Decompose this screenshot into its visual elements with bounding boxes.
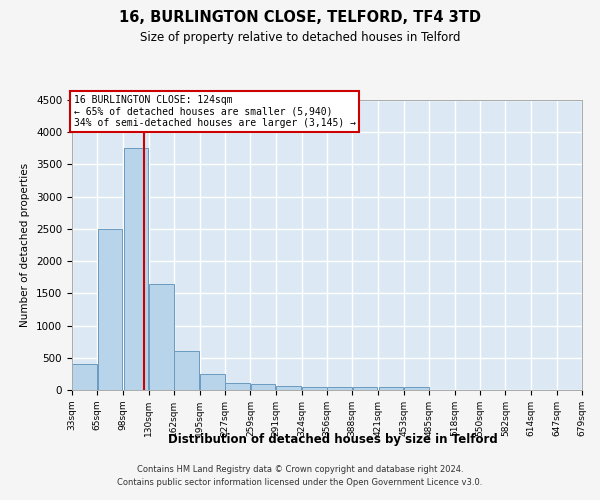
Bar: [149, 284, 173, 390]
Y-axis label: Number of detached properties: Number of detached properties: [20, 163, 31, 327]
Text: Distribution of detached houses by size in Telford: Distribution of detached houses by size …: [168, 432, 498, 446]
Bar: [404, 387, 428, 390]
Bar: [124, 148, 148, 390]
Bar: [353, 387, 377, 390]
Bar: [302, 387, 326, 390]
Text: 16 BURLINGTON CLOSE: 124sqm
← 65% of detached houses are smaller (5,940)
34% of : 16 BURLINGTON CLOSE: 124sqm ← 65% of det…: [74, 95, 356, 128]
Bar: [276, 386, 301, 390]
Bar: [174, 352, 199, 390]
Bar: [379, 387, 403, 390]
Bar: [226, 383, 250, 390]
Text: Contains HM Land Registry data © Crown copyright and database right 2024.: Contains HM Land Registry data © Crown c…: [137, 466, 463, 474]
Bar: [328, 387, 352, 390]
Bar: [73, 364, 97, 390]
Bar: [200, 374, 225, 390]
Text: Contains public sector information licensed under the Open Government Licence v3: Contains public sector information licen…: [118, 478, 482, 487]
Bar: [98, 229, 122, 390]
Text: Size of property relative to detached houses in Telford: Size of property relative to detached ho…: [140, 31, 460, 44]
Text: 16, BURLINGTON CLOSE, TELFORD, TF4 3TD: 16, BURLINGTON CLOSE, TELFORD, TF4 3TD: [119, 10, 481, 26]
Bar: [251, 384, 275, 390]
